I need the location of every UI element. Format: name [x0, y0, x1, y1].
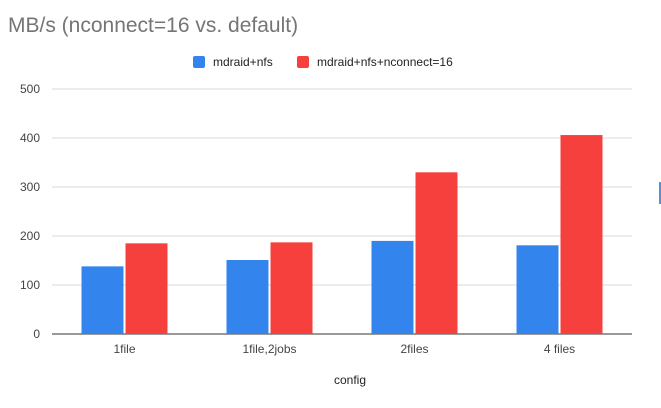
legend-swatch: [297, 56, 309, 68]
y-tick-label: 100: [20, 278, 40, 292]
bar-mdraid-nfs-0: [81, 266, 124, 334]
legend-swatch: [193, 56, 205, 68]
y-tick-label: 500: [20, 82, 40, 96]
x-tick-label: 4 files: [544, 342, 575, 356]
bar-mdraid-nfs-nconnect-1: [270, 242, 313, 334]
bar-mdraid-nfs-nconnect-3: [560, 135, 603, 334]
y-tick-label: 0: [33, 327, 40, 341]
x-axis-title: config: [334, 373, 366, 387]
x-tick-label: 1file: [113, 342, 135, 356]
x-tick-labels: 1file 1file,2jobs 2files 4 files: [113, 342, 575, 356]
bar-mdraid-nfs-1: [226, 260, 269, 334]
bar-mdraid-nfs-nconnect-2: [415, 172, 458, 334]
legend-label: mdraid+nfs: [213, 55, 273, 69]
bars: [81, 135, 603, 334]
bar-mdraid-nfs-nconnect-0: [125, 243, 168, 334]
edge-marker: [659, 182, 661, 204]
legend-label: mdraid+nfs+nconnect=16: [317, 55, 453, 69]
chart-title: MB/s (nconnect=16 vs. default): [8, 14, 299, 37]
bar-mdraid-nfs-3: [516, 245, 559, 334]
legend: mdraid+nfs mdraid+nfs+nconnect=16: [193, 55, 453, 69]
bar-mdraid-nfs-2: [371, 240, 414, 334]
y-tick-labels: 0 100 200 300 400 500: [20, 82, 40, 341]
y-tick-label: 200: [20, 229, 40, 243]
y-tick-label: 300: [20, 180, 40, 194]
x-tick-label: 1file,2jobs: [242, 342, 296, 356]
y-tick-label: 400: [20, 131, 40, 145]
x-tick-label: 2files: [400, 342, 428, 356]
